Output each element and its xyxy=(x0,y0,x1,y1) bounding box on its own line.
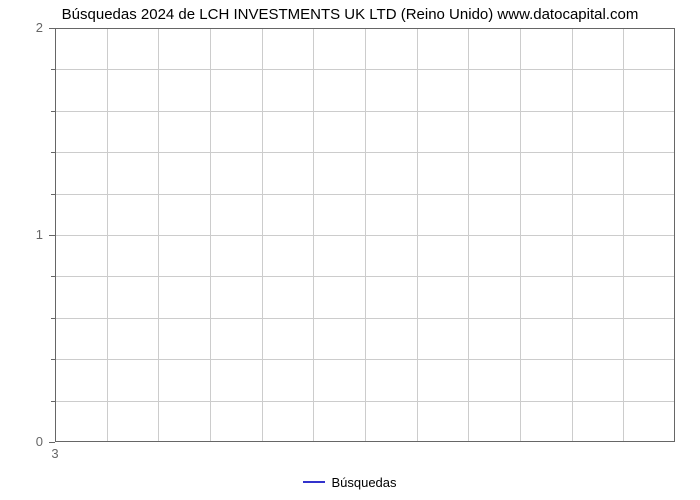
y-axis-tick-mark xyxy=(49,28,55,29)
gridline-vertical xyxy=(468,28,469,442)
gridline-vertical xyxy=(313,28,314,442)
gridline-vertical xyxy=(262,28,263,442)
y-axis-minor-tick-mark xyxy=(51,318,55,319)
y-axis-minor-tick-mark xyxy=(51,401,55,402)
y-axis-minor-tick-mark xyxy=(51,152,55,153)
chart-container: Búsquedas 2024 de LCH INVESTMENTS UK LTD… xyxy=(0,0,700,500)
gridline-vertical xyxy=(107,28,108,442)
gridline-vertical xyxy=(520,28,521,442)
y-axis-tick-label: 0 xyxy=(25,434,43,449)
y-axis-tick-label: 2 xyxy=(25,20,43,35)
chart-title: Búsquedas 2024 de LCH INVESTMENTS UK LTD… xyxy=(0,6,700,23)
gridline-vertical xyxy=(210,28,211,442)
x-axis-tick-label: 3 xyxy=(51,446,58,461)
plot-area xyxy=(55,28,675,442)
legend-label: Búsquedas xyxy=(331,475,396,490)
legend: Búsquedas xyxy=(0,470,700,490)
y-axis-tick-label: 1 xyxy=(25,227,43,242)
gridline-vertical xyxy=(623,28,624,442)
y-axis-minor-tick-mark xyxy=(51,276,55,277)
y-axis-tick-mark xyxy=(49,235,55,236)
y-axis-tick-mark xyxy=(49,442,55,443)
y-axis-minor-tick-mark xyxy=(51,194,55,195)
y-axis-minor-tick-mark xyxy=(51,359,55,360)
gridline-vertical xyxy=(365,28,366,442)
legend-line-icon xyxy=(303,481,325,483)
gridline-vertical xyxy=(572,28,573,442)
gridline-vertical xyxy=(158,28,159,442)
legend-item: Búsquedas xyxy=(303,475,396,490)
gridline-vertical xyxy=(417,28,418,442)
y-axis-minor-tick-mark xyxy=(51,111,55,112)
y-axis-minor-tick-mark xyxy=(51,69,55,70)
